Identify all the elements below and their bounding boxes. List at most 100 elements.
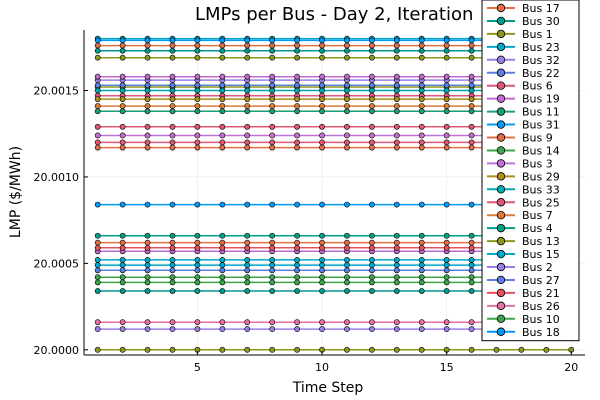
data-point	[269, 82, 276, 89]
data-point	[219, 108, 226, 115]
data-point	[144, 103, 151, 109]
data-point	[169, 42, 176, 49]
data-point	[468, 54, 475, 61]
data-point	[418, 42, 425, 49]
data-point	[294, 42, 301, 49]
data-point	[418, 232, 425, 239]
data-point	[443, 47, 450, 54]
data-point	[393, 37, 400, 44]
data-point	[244, 279, 251, 286]
data-point	[418, 267, 425, 274]
data-point	[443, 103, 450, 109]
y-axis-label: LMP ($/MWh)	[8, 146, 24, 238]
data-point	[294, 139, 301, 146]
x-axis-label: Time Step	[292, 380, 364, 396]
data-point	[294, 232, 301, 239]
data-point	[294, 37, 301, 44]
data-point	[443, 108, 450, 115]
data-point	[119, 262, 126, 269]
y-tick-label: 20.0015	[34, 85, 80, 98]
data-point	[368, 87, 375, 94]
data-point	[319, 73, 325, 80]
data-point	[244, 37, 251, 44]
data-point	[244, 326, 251, 332]
data-point	[269, 267, 276, 274]
data-point	[418, 144, 425, 151]
data-point	[443, 267, 450, 274]
data-point	[368, 239, 375, 246]
data-point	[269, 73, 276, 80]
data-point	[319, 326, 325, 332]
data-point	[418, 123, 425, 130]
data-point	[443, 73, 450, 80]
data-point	[344, 262, 350, 269]
data-point	[368, 279, 375, 286]
data-point	[269, 103, 276, 109]
data-point	[169, 108, 176, 115]
data-point	[319, 201, 325, 208]
data-point	[219, 262, 226, 269]
data-point	[194, 288, 201, 294]
data-point	[169, 103, 176, 109]
data-point	[418, 201, 425, 208]
data-point	[418, 96, 425, 103]
data-point	[443, 201, 450, 208]
data-point	[219, 82, 226, 89]
data-point	[269, 37, 276, 44]
y-tick-label: 20.0010	[34, 171, 80, 184]
legend-label: Bus 15	[522, 248, 560, 261]
data-point	[194, 239, 201, 246]
data-point	[219, 319, 226, 326]
data-point	[169, 82, 176, 89]
data-point	[194, 262, 201, 269]
data-point	[94, 54, 101, 61]
data-point	[543, 346, 550, 353]
data-point	[144, 96, 151, 103]
data-point	[244, 82, 251, 89]
data-point	[393, 82, 400, 89]
data-point	[219, 288, 226, 294]
data-point	[393, 267, 400, 274]
data-point	[94, 139, 101, 146]
data-point	[119, 326, 126, 332]
legend-swatch-marker	[496, 301, 506, 311]
data-point	[219, 144, 226, 151]
data-point	[393, 47, 400, 54]
legend-swatch-marker	[496, 314, 506, 323]
data-point	[94, 144, 101, 151]
chart-title: LMPs per Bus - Day 2, Iteration	[195, 4, 473, 25]
data-point	[393, 73, 400, 80]
data-point	[119, 37, 126, 44]
data-point	[269, 96, 276, 103]
data-point	[194, 279, 201, 286]
x-tick-label: 20	[564, 361, 578, 374]
data-point	[319, 96, 325, 103]
data-point	[244, 73, 251, 80]
data-point	[219, 139, 226, 146]
data-point	[144, 232, 151, 239]
data-point	[368, 139, 375, 146]
data-point	[319, 144, 325, 151]
data-point	[344, 37, 350, 44]
data-point	[219, 267, 226, 274]
data-point	[169, 279, 176, 286]
data-point	[194, 274, 201, 281]
data-point	[393, 326, 400, 332]
data-point	[119, 139, 126, 146]
data-point	[294, 132, 301, 139]
data-point	[244, 346, 251, 353]
data-point	[344, 132, 350, 139]
data-point	[418, 346, 425, 353]
data-point	[294, 239, 301, 246]
data-point	[194, 47, 201, 54]
data-point	[244, 257, 251, 263]
data-point	[94, 279, 101, 286]
data-point	[144, 326, 151, 332]
data-point	[368, 37, 375, 44]
data-point	[219, 274, 226, 281]
data-point	[443, 232, 450, 239]
data-point	[368, 267, 375, 274]
data-point	[468, 108, 475, 115]
data-point	[294, 123, 301, 130]
legend-label: Bus 2	[522, 261, 553, 274]
